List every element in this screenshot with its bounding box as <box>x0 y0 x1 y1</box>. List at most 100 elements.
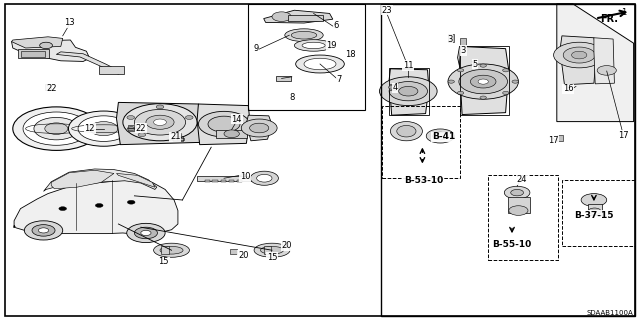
Circle shape <box>154 119 166 125</box>
Bar <box>45 84 51 90</box>
Circle shape <box>186 116 193 119</box>
Circle shape <box>59 207 67 211</box>
Circle shape <box>127 223 165 243</box>
Ellipse shape <box>154 243 189 257</box>
Bar <box>588 204 602 215</box>
Circle shape <box>470 75 496 88</box>
Bar <box>381 4 635 316</box>
Circle shape <box>458 91 464 94</box>
Circle shape <box>504 186 530 199</box>
Ellipse shape <box>294 40 333 51</box>
Circle shape <box>502 91 509 94</box>
Ellipse shape <box>260 246 284 254</box>
Circle shape <box>38 228 49 233</box>
Text: 20: 20 <box>238 251 248 260</box>
Circle shape <box>478 79 488 84</box>
Text: 22: 22 <box>46 84 56 93</box>
Bar <box>205 180 210 182</box>
Circle shape <box>174 133 182 137</box>
Polygon shape <box>594 38 614 84</box>
Bar <box>229 180 234 182</box>
Circle shape <box>23 112 90 145</box>
Circle shape <box>448 64 518 99</box>
Circle shape <box>554 42 605 68</box>
Circle shape <box>78 116 129 141</box>
Circle shape <box>250 171 278 185</box>
Bar <box>460 38 466 46</box>
Bar <box>21 51 45 57</box>
Bar <box>106 114 218 141</box>
Bar <box>230 249 237 254</box>
Circle shape <box>581 194 607 206</box>
Circle shape <box>127 116 134 119</box>
Text: SDAAB1100A: SDAAB1100A <box>587 310 634 316</box>
Bar <box>161 246 169 254</box>
Circle shape <box>134 227 157 239</box>
Circle shape <box>134 109 186 135</box>
Text: 8: 8 <box>289 93 294 102</box>
Circle shape <box>399 86 418 96</box>
Bar <box>172 138 184 140</box>
Polygon shape <box>96 113 230 142</box>
Circle shape <box>380 77 437 106</box>
Circle shape <box>208 116 240 132</box>
Text: 23: 23 <box>381 6 392 15</box>
Polygon shape <box>264 10 333 23</box>
Bar <box>282 241 288 246</box>
Polygon shape <box>460 46 509 115</box>
Text: B-53-10: B-53-10 <box>404 176 444 185</box>
Polygon shape <box>116 102 202 145</box>
Text: 24: 24 <box>516 175 527 184</box>
Bar <box>221 180 226 182</box>
Bar <box>18 49 49 58</box>
Ellipse shape <box>296 55 344 73</box>
Text: 15: 15 <box>267 253 277 262</box>
Ellipse shape <box>390 122 422 141</box>
Text: 7: 7 <box>337 75 342 84</box>
Text: 12: 12 <box>84 124 95 133</box>
Text: 14: 14 <box>232 115 242 124</box>
Text: 9: 9 <box>253 44 259 53</box>
Text: 18: 18 <box>346 50 356 59</box>
Text: 6: 6 <box>333 21 339 30</box>
Circle shape <box>448 80 454 83</box>
Bar <box>508 197 530 213</box>
Text: 5: 5 <box>472 60 477 68</box>
Text: 15: 15 <box>159 257 169 266</box>
Bar <box>389 84 396 90</box>
Circle shape <box>250 123 269 133</box>
Polygon shape <box>458 46 479 72</box>
Polygon shape <box>116 173 155 187</box>
Circle shape <box>138 133 146 137</box>
Polygon shape <box>44 169 157 191</box>
Circle shape <box>480 96 486 99</box>
Bar <box>248 4 365 110</box>
Text: B-55-10: B-55-10 <box>492 240 532 249</box>
Text: 20: 20 <box>282 241 292 250</box>
Polygon shape <box>197 104 250 145</box>
Circle shape <box>127 127 135 131</box>
Ellipse shape <box>302 42 325 49</box>
Text: 4: 4 <box>392 83 397 92</box>
Polygon shape <box>12 37 63 48</box>
Bar <box>128 125 134 131</box>
Polygon shape <box>12 40 90 61</box>
Bar <box>264 246 271 254</box>
Circle shape <box>426 129 454 143</box>
Circle shape <box>40 42 52 49</box>
Circle shape <box>34 117 79 140</box>
Bar <box>288 15 323 21</box>
Text: 3: 3 <box>447 35 452 44</box>
Ellipse shape <box>254 243 290 257</box>
Circle shape <box>588 208 601 214</box>
Circle shape <box>224 130 239 138</box>
Circle shape <box>90 122 118 136</box>
Circle shape <box>272 12 291 21</box>
Bar <box>276 76 291 81</box>
Bar <box>173 136 183 141</box>
Circle shape <box>480 64 486 67</box>
Text: 13: 13 <box>64 18 74 27</box>
Bar <box>212 180 218 182</box>
Bar <box>237 180 242 182</box>
Bar <box>99 66 124 74</box>
